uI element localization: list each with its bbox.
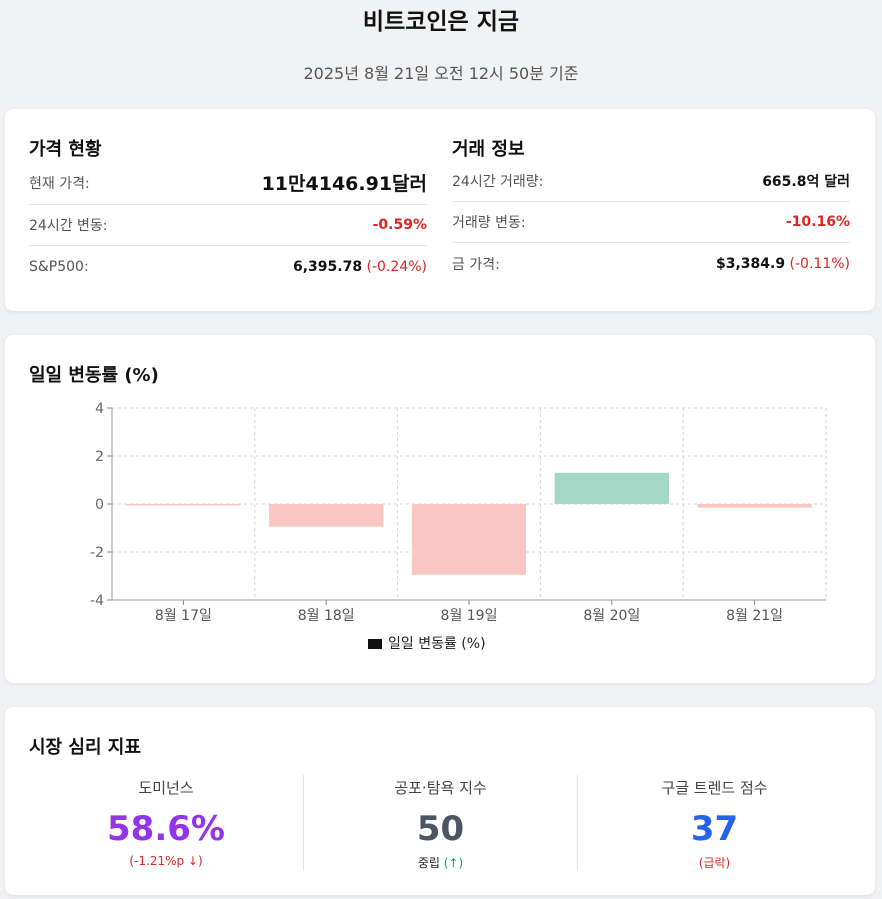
- dominance-change: (-1.21%p ↓): [129, 854, 203, 868]
- dominance-label: 도미넌스: [138, 779, 194, 797]
- change-24h-row: 24시간 변동: -0.59%: [29, 205, 427, 246]
- y-tick-label: 4: [95, 401, 104, 417]
- sp500-value: 6,395.78: [293, 258, 363, 275]
- gold-price-value: $3,384.9: [716, 255, 786, 272]
- price-status-heading: 가격 현황: [29, 139, 102, 160]
- sp500-label: S&P500:: [29, 258, 89, 275]
- y-tick-label: 2: [95, 449, 104, 465]
- dominance-metric: 도미넌스 58.6% (-1.21%p ↓): [29, 775, 303, 871]
- y-tick-label: -2: [90, 545, 104, 561]
- current-price-row: 현재 가격: 11만4146.91달러: [29, 161, 427, 205]
- price-status-section: 가격 현황 현재 가격: 11만4146.91달러 24시간 변동: -0.59…: [29, 135, 427, 287]
- gold-price-row: 금 가격: $3,384.9 (-0.11%): [452, 243, 850, 284]
- x-tick-label: 8월 19일: [441, 608, 498, 624]
- google-trends-status: (급락): [698, 856, 731, 870]
- fear-greed-value: 50: [416, 809, 465, 849]
- page-subtitle: 2025년 8월 21일 오전 12시 50분 기준: [303, 64, 579, 83]
- fear-greed-status-text: 중립: [417, 856, 440, 870]
- x-tick-label: 8월 21일: [726, 608, 783, 624]
- gold-price-change: (-0.11%): [789, 255, 850, 272]
- bar-3: [411, 504, 527, 575]
- gold-price-label: 금 가격:: [452, 256, 500, 273]
- google-trends-label: 구글 트렌드 점수: [661, 779, 768, 797]
- google-trends-metric: 구글 트렌드 점수 37 (급락): [577, 775, 851, 871]
- chart-card: 일일 변동률 (%) 4 2 0 -2 -4 8월 17일 8월 18일 8월 19일 8월 2…: [5, 335, 875, 683]
- current-price-value: 11만4146.91달러: [261, 173, 427, 195]
- volume-value: 665.8억 달러: [762, 174, 850, 190]
- fear-greed-metric: 공포·탐욕 지수 50 중립 (↑): [303, 775, 577, 871]
- dominance-value: 58.6%: [107, 809, 225, 849]
- fear-greed-arrow: (↑): [443, 856, 464, 870]
- bar-4: [554, 472, 669, 504]
- bar-2: [269, 504, 384, 527]
- sp500-change: (-0.24%): [366, 258, 427, 275]
- x-tick-label: 8월 18일: [298, 608, 355, 624]
- sentiment-card: 시장 심리 지표 도미넌스 58.6% (-1.21%p ↓) 공포·탐욕 지수…: [5, 707, 875, 895]
- bar-5: [697, 504, 812, 508]
- current-price-label: 현재 가격:: [29, 175, 90, 192]
- volume-row: 24시간 거래량: 665.8억 달러: [452, 161, 850, 202]
- legend-swatch: [368, 639, 382, 649]
- y-tick-label: 0: [95, 497, 104, 513]
- fear-greed-label: 공포·탐욕 지수: [394, 779, 487, 797]
- bar-1: [126, 504, 241, 506]
- trade-info-heading: 거래 정보: [452, 139, 525, 160]
- x-tick-label: 8월 20일: [583, 608, 640, 624]
- fear-greed-status: 중립 (↑): [304, 854, 577, 871]
- volume-label: 24시간 거래량:: [452, 174, 544, 190]
- change-24h-value: -0.59%: [372, 217, 427, 233]
- daily-change-bar-chart: 4 2 0 -2 -4 8월 17일 8월 18일 8월 19일 8월 20일 8월 21일일일 …: [90, 401, 827, 652]
- volume-change-row: 거래량 변동: -10.16%: [452, 202, 850, 243]
- google-trends-value: 37: [690, 809, 739, 849]
- sp500-row: S&P500: 6,395.78 (-0.24%): [29, 246, 427, 287]
- sentiment-heading: 시장 심리 지표: [29, 737, 141, 758]
- volume-change-label: 거래량 변동:: [452, 215, 526, 231]
- info-card: 가격 현황 현재 가격: 11만4146.91달러 24시간 변동: -0.59…: [5, 109, 875, 311]
- chart-heading: 일일 변동률 (%): [29, 365, 159, 386]
- trade-info-section: 거래 정보 24시간 거래량: 665.8억 달러 거래량 변동: -10.16…: [452, 135, 850, 284]
- page-title: 비트코인은 지금: [362, 9, 520, 35]
- change-24h-label: 24시간 변동:: [29, 218, 108, 234]
- y-tick-label: -4: [90, 593, 104, 609]
- x-tick-label: 8월 17일: [155, 608, 212, 624]
- volume-change-value: -10.16%: [785, 214, 850, 230]
- legend-label: 일일 변동률 (%): [388, 636, 486, 652]
